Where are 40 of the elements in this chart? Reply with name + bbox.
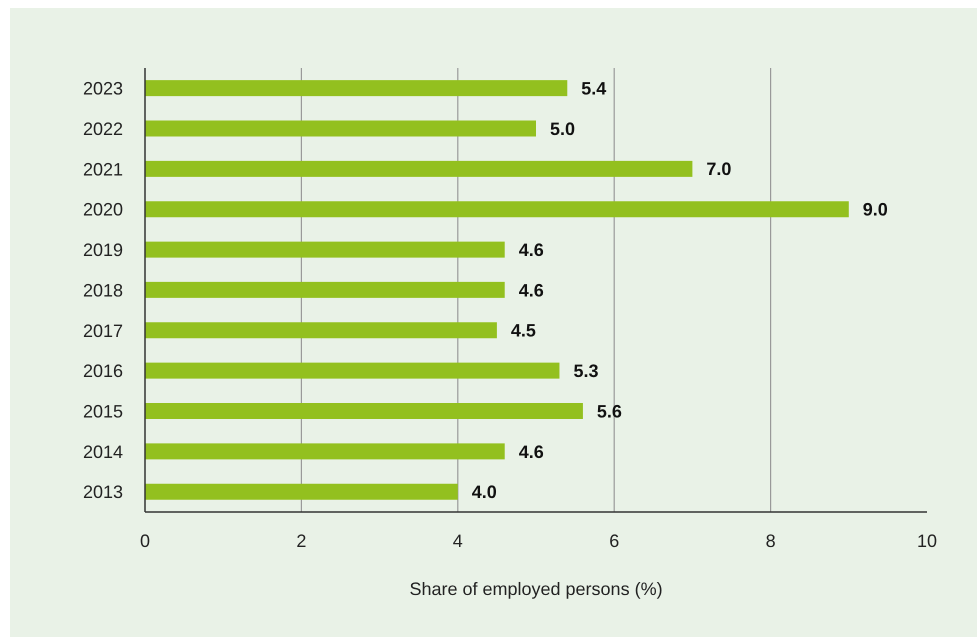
data-label: 4.6 [518, 240, 544, 260]
y-tick-label: 2017 [82, 320, 123, 341]
x-tick-label: 10 [916, 530, 938, 551]
data-label: 4.5 [510, 320, 536, 341]
x-tick-label: 2 [296, 530, 306, 551]
bar [145, 403, 583, 420]
data-label: 5.4 [581, 78, 606, 98]
data-label: 5.6 [596, 401, 622, 422]
y-tick-label: 2019 [82, 240, 123, 260]
bar [145, 201, 849, 218]
y-tick-label: 2016 [82, 361, 123, 382]
y-tick-label: 2023 [82, 78, 123, 99]
x-tick-label: 8 [766, 530, 776, 551]
bar [145, 484, 458, 500]
y-tick-label: 2015 [82, 401, 123, 422]
y-tick-label: 2021 [82, 159, 123, 180]
bar [145, 443, 505, 460]
bar [145, 322, 497, 338]
y-tick-label: 2018 [82, 280, 123, 300]
bar [145, 80, 568, 96]
x-axis-title: Share of employed persons (%) [409, 578, 663, 599]
bar [145, 160, 692, 177]
x-tick-label: 6 [609, 530, 620, 551]
y-tick-label: 2014 [82, 442, 123, 462]
x-tick-label: 4 [452, 530, 463, 551]
x-tick-label: 0 [140, 530, 150, 551]
data-label: 9.0 [862, 200, 888, 220]
bar [145, 120, 536, 136]
data-label: 4.6 [518, 280, 544, 300]
data-label: 4.6 [518, 442, 544, 462]
y-tick-label: 2020 [82, 200, 123, 220]
data-label: 5.3 [573, 361, 598, 382]
data-label: 4.0 [472, 482, 497, 502]
data-label: 7.0 [706, 159, 732, 180]
bar [145, 282, 505, 298]
data-label: 5.0 [550, 118, 576, 139]
bar [145, 362, 560, 379]
bar [145, 242, 505, 258]
y-tick-label: 2022 [82, 118, 123, 139]
y-tick-label: 2013 [82, 482, 123, 502]
